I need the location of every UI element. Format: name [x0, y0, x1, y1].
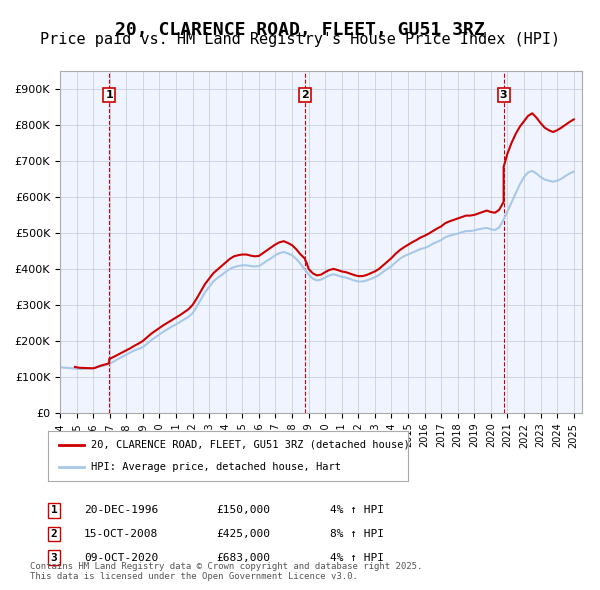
Text: 15-OCT-2008: 15-OCT-2008	[84, 529, 158, 539]
Text: 09-OCT-2020: 09-OCT-2020	[84, 553, 158, 562]
Text: 3: 3	[50, 553, 58, 562]
Text: HPI: Average price, detached house, Hart: HPI: Average price, detached house, Hart	[91, 462, 341, 472]
Text: 1: 1	[50, 506, 58, 515]
Text: 4% ↑ HPI: 4% ↑ HPI	[330, 506, 384, 515]
Text: 3: 3	[500, 90, 508, 100]
Text: £425,000: £425,000	[216, 529, 270, 539]
Text: 20, CLARENCE ROAD, FLEET, GU51 3RZ (detached house): 20, CLARENCE ROAD, FLEET, GU51 3RZ (deta…	[91, 440, 410, 450]
Text: 4% ↑ HPI: 4% ↑ HPI	[330, 553, 384, 562]
Text: Contains HM Land Registry data © Crown copyright and database right 2025.
This d: Contains HM Land Registry data © Crown c…	[30, 562, 422, 581]
Text: 8% ↑ HPI: 8% ↑ HPI	[330, 529, 384, 539]
Text: 1: 1	[106, 90, 113, 100]
Text: £150,000: £150,000	[216, 506, 270, 515]
Text: 2: 2	[50, 529, 58, 539]
Text: 2: 2	[301, 90, 309, 100]
Text: 20-DEC-1996: 20-DEC-1996	[84, 506, 158, 515]
Text: 20, CLARENCE ROAD, FLEET, GU51 3RZ: 20, CLARENCE ROAD, FLEET, GU51 3RZ	[115, 21, 485, 39]
Text: Price paid vs. HM Land Registry's House Price Index (HPI): Price paid vs. HM Land Registry's House …	[40, 32, 560, 47]
Text: £683,000: £683,000	[216, 553, 270, 562]
